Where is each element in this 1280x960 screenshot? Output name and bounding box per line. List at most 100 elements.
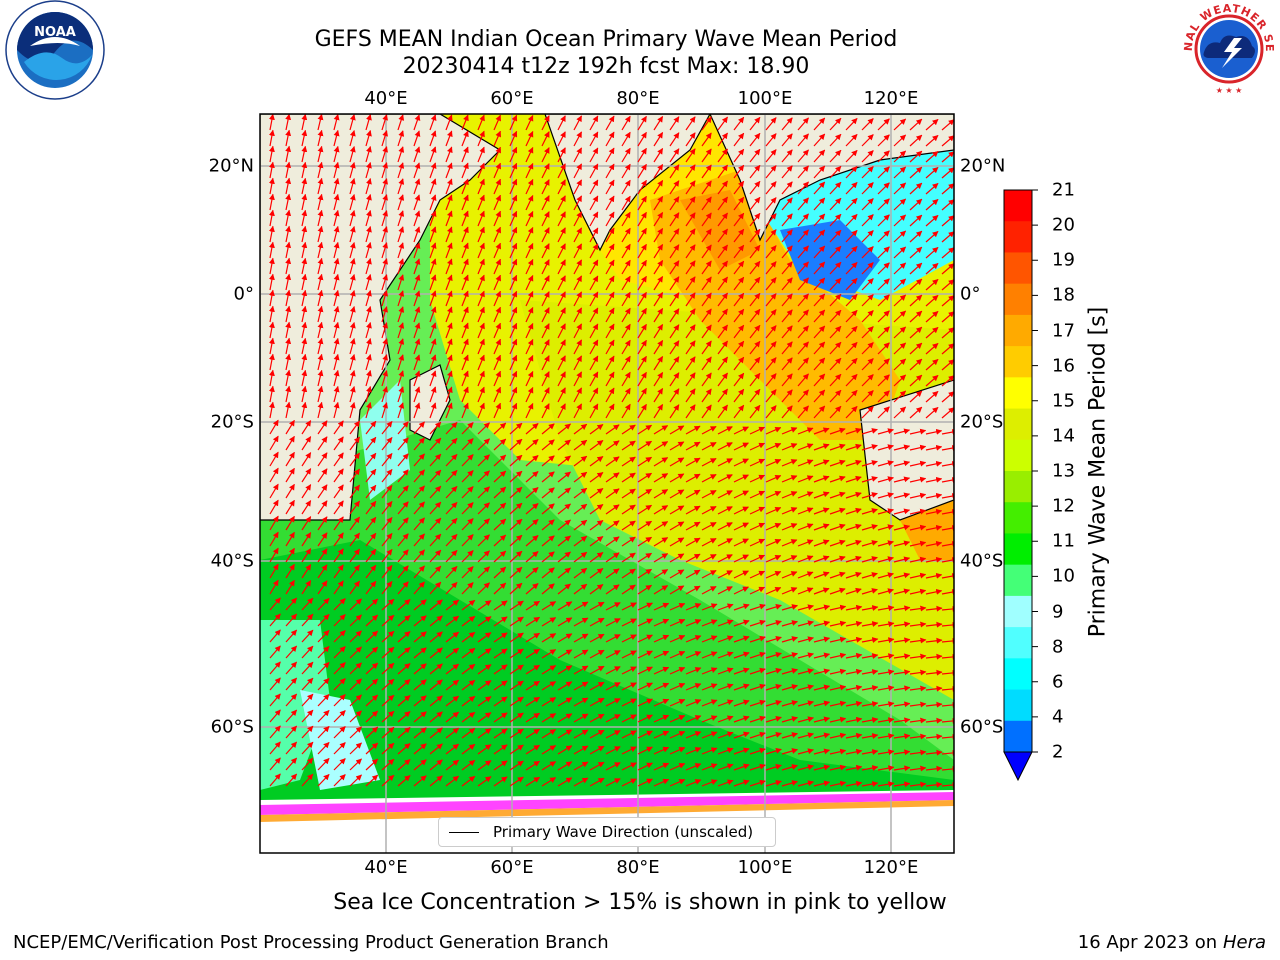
wave-arrow xyxy=(621,355,631,371)
wave-arrow xyxy=(413,162,421,179)
wave-arrow xyxy=(365,370,372,387)
wave-arrow xyxy=(268,225,275,243)
wave-arrow xyxy=(701,356,712,371)
wave-arrow xyxy=(349,146,356,163)
wave-arrow xyxy=(429,162,437,179)
wave-arrow xyxy=(349,194,356,211)
wave-arrow xyxy=(365,194,372,211)
wave-arrow xyxy=(733,340,745,355)
wave-arrow xyxy=(429,130,437,147)
wave-arrow xyxy=(541,243,550,259)
wave-arrow xyxy=(749,116,761,131)
wave-arrow xyxy=(381,274,388,291)
wave-arrow xyxy=(525,354,534,371)
wave-arrow xyxy=(829,181,842,195)
wave-arrow xyxy=(941,231,954,243)
wave-arrow xyxy=(397,370,405,387)
wave-arrow xyxy=(573,275,583,291)
wave-arrow xyxy=(925,278,939,291)
legend-label: Primary Wave Direction (unscaled) xyxy=(493,823,754,841)
wave-arrow xyxy=(557,339,566,355)
wave-arrow xyxy=(445,146,453,163)
colorbar-segment xyxy=(1004,377,1032,410)
wave-arrow xyxy=(285,225,292,243)
wave-arrow xyxy=(365,114,372,131)
wave-arrow xyxy=(877,182,890,195)
wave-arrow xyxy=(525,130,534,147)
wave-arrow xyxy=(893,230,907,243)
wave-arrow xyxy=(701,244,712,259)
wave-arrow xyxy=(573,227,583,243)
wave-arrow xyxy=(541,275,550,291)
wave-arrow xyxy=(397,210,405,227)
wave-arrow xyxy=(285,177,292,195)
colorbar-segment xyxy=(1004,346,1032,378)
colorbar-segment xyxy=(1004,408,1032,441)
wave-arrow xyxy=(653,291,664,307)
wave-arrow xyxy=(669,356,680,371)
wave-arrow xyxy=(861,198,874,211)
wave-arrow xyxy=(669,260,680,275)
wave-arrow xyxy=(461,370,469,387)
wave-arrow xyxy=(509,130,518,147)
wave-arrow xyxy=(893,150,907,163)
wave-arrow xyxy=(765,197,777,211)
wave-arrow xyxy=(621,307,631,323)
wave-arrow xyxy=(301,161,308,179)
wave-arrow xyxy=(413,226,421,243)
colorbar-label: 9 xyxy=(1052,601,1064,622)
wave-arrow xyxy=(781,261,793,275)
wave-arrow xyxy=(413,354,421,371)
wave-arrow xyxy=(493,322,501,339)
wave-arrow xyxy=(909,118,923,131)
wave-arrow xyxy=(573,211,583,227)
wave-arrow xyxy=(573,323,583,339)
colorbar-label: 17 xyxy=(1052,320,1075,341)
wave-arrow xyxy=(317,273,324,291)
wave-arrow xyxy=(781,277,793,291)
wave-arrow xyxy=(877,166,890,179)
wave-arrow xyxy=(909,294,923,307)
wave-arrow xyxy=(317,337,324,355)
wave-arrow xyxy=(365,178,372,195)
colorbar-segment xyxy=(1004,283,1032,316)
wave-arrow xyxy=(301,337,308,355)
wave-arrow xyxy=(797,277,809,291)
wave-arrow xyxy=(861,358,874,371)
wave-arrow xyxy=(861,230,874,243)
wave-arrow xyxy=(653,179,664,195)
wave-arrow xyxy=(797,309,809,323)
wave-arrow xyxy=(589,355,599,371)
wave-arrow xyxy=(733,132,745,147)
wave-arrow xyxy=(637,227,647,243)
wave-arrow xyxy=(333,369,340,387)
wave-arrow xyxy=(893,310,907,323)
wave-arrow xyxy=(573,163,583,179)
wave-arrow xyxy=(541,307,550,323)
wave-arrow xyxy=(685,324,696,339)
wave-arrow xyxy=(268,161,275,179)
wave-arrow xyxy=(541,147,550,163)
wave-arrow xyxy=(477,226,485,243)
colorbar-segment xyxy=(1004,221,1032,253)
wave-arrow xyxy=(413,210,421,227)
wave-arrow xyxy=(637,291,647,307)
wave-arrow xyxy=(333,353,340,371)
wave-arrow xyxy=(605,259,615,275)
wave-arrow xyxy=(381,242,388,259)
wave-arrow xyxy=(509,322,518,339)
wave-arrow xyxy=(701,324,712,339)
wave-arrow xyxy=(541,227,550,243)
wave-arrow xyxy=(268,209,275,227)
wave-arrow xyxy=(413,114,421,131)
colorbar-label: 11 xyxy=(1052,530,1075,552)
wave-arrow xyxy=(333,145,340,163)
wave-arrow xyxy=(349,306,356,323)
wave-arrow xyxy=(317,209,324,227)
wave-arrow xyxy=(669,132,680,147)
wave-arrow xyxy=(605,227,615,243)
wave-arrow xyxy=(381,178,388,195)
wave-arrow xyxy=(589,227,599,243)
wave-arrow xyxy=(749,356,761,371)
wave-arrow xyxy=(605,163,615,179)
